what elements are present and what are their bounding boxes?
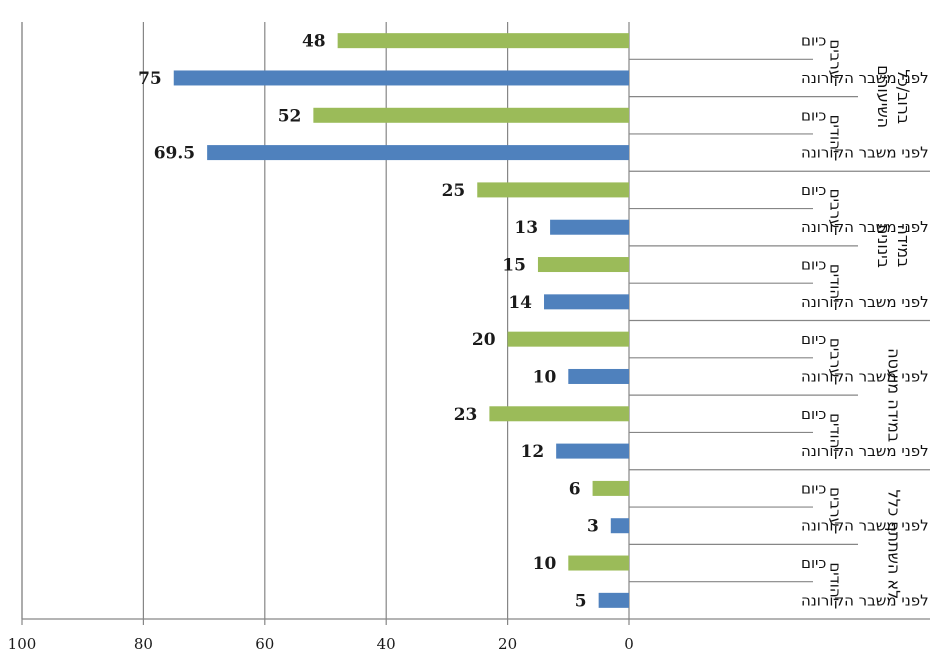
value-label: 6 (569, 479, 581, 499)
category-label-before: לפני משבר הקורונה (801, 442, 929, 460)
category-label-before: לפני משבר הקורונה (801, 367, 929, 385)
group-label: במידה מועטה (885, 348, 904, 442)
subgroup-label: ערבים (827, 338, 845, 378)
group-label-line: במידה (894, 224, 913, 267)
category-label-now: כיום (801, 181, 826, 199)
value-label: 23 (454, 405, 478, 425)
category-label-now: כיום (801, 32, 826, 50)
value-label: 13 (514, 218, 538, 238)
bar-now[interactable] (477, 182, 629, 198)
bar-now[interactable] (337, 33, 629, 49)
category-label-before: לפני משבר הקורונה (801, 144, 929, 162)
category-label-now: כיום (801, 106, 826, 124)
subgroup-label: יהודים (827, 413, 845, 452)
bar-before[interactable] (568, 368, 629, 384)
bar-before[interactable] (610, 518, 629, 534)
subgroup-label: יהודים (827, 562, 845, 601)
category-label-before: לפני משבר הקורונה (801, 517, 929, 535)
bar-before[interactable] (556, 443, 629, 459)
value-label: 15 (502, 256, 526, 276)
value-label: 69.5 (154, 144, 195, 164)
x-tick-label-80: 80 (134, 635, 153, 653)
value-label: 52 (278, 106, 302, 126)
value-label: 75 (138, 69, 162, 89)
category-label-now: כיום (801, 554, 826, 572)
category-label-now: כיום (801, 479, 826, 497)
value-label: 25 (442, 181, 466, 201)
x-tick-label-20: 20 (498, 635, 517, 653)
group-label-line: ברוב/כל (894, 69, 913, 124)
category-label-now: כיום (801, 330, 826, 348)
x-tick-label-40: 40 (377, 635, 396, 653)
bar-before[interactable] (544, 294, 629, 310)
bar-before[interactable] (550, 219, 629, 235)
subgroup-label: ערבים (827, 487, 845, 527)
value-label: 3 (587, 517, 599, 537)
category-label-before: לפני משבר הקורונה (801, 591, 929, 609)
category-label-before: לפני משבר הקורונה (801, 218, 929, 236)
value-label: 5 (575, 591, 587, 611)
bar-now[interactable] (489, 406, 629, 422)
bar-now[interactable] (313, 107, 629, 123)
bar-now[interactable] (568, 555, 629, 571)
x-tick-label-0: 0 (624, 635, 634, 653)
subgroup-label: יהודים (827, 115, 845, 154)
x-tick-label-60: 60 (255, 635, 274, 653)
group-label: במידהבינונית (874, 224, 913, 268)
group-label: לא השתתף כלל (885, 490, 904, 600)
value-label: 12 (520, 442, 544, 462)
value-label: 20 (472, 330, 496, 350)
bar-before[interactable] (598, 592, 629, 608)
value-label: 10 (533, 367, 557, 387)
group-label: ברוב/כלהשיעורים (874, 65, 913, 128)
bar-before[interactable] (207, 145, 629, 161)
bar-now[interactable] (507, 331, 629, 347)
subgroup-label: יהודים (827, 264, 845, 303)
category-label-before: לפני משבר הקורונה (801, 69, 929, 87)
value-label: 14 (508, 293, 532, 313)
group-label-line: בינונית (874, 224, 893, 268)
category-label-now: כיום (801, 405, 826, 423)
value-label: 48 (302, 32, 326, 52)
group-label-line: השיעורים (874, 65, 893, 128)
bar-now[interactable] (537, 257, 629, 273)
bar-now[interactable] (592, 480, 629, 496)
x-tick-label-100: 100 (8, 635, 37, 653)
bar-before[interactable] (173, 70, 629, 86)
category-label-now: כיום (801, 256, 826, 274)
value-label: 10 (533, 554, 557, 574)
subgroup-label: ערבים (827, 189, 845, 229)
subgroup-label: ערבים (827, 39, 845, 79)
category-label-before: לפני משבר הקורונה (801, 293, 929, 311)
